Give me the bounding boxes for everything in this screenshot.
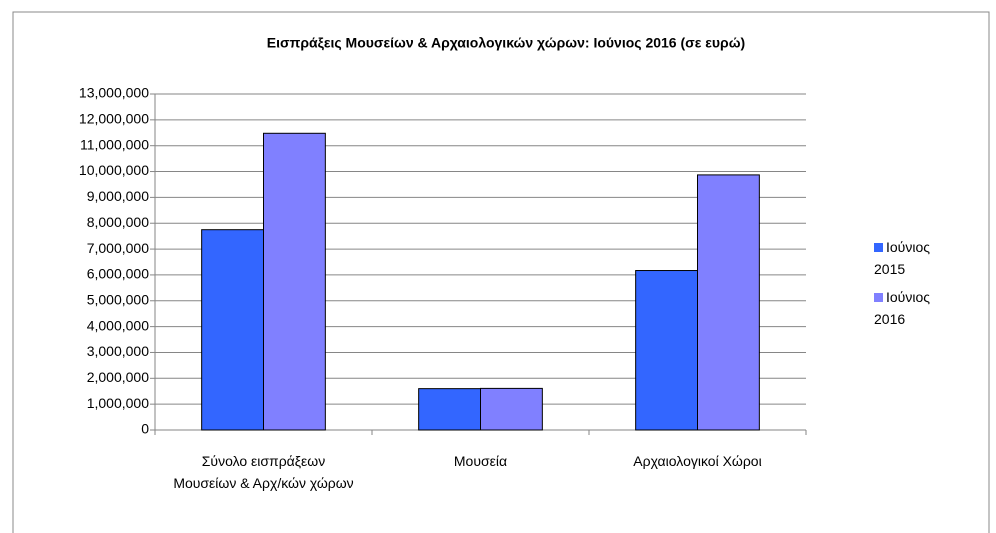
y-tick-label: 6,000,000 <box>87 266 149 282</box>
bar <box>201 229 264 431</box>
legend-swatch <box>874 293 883 302</box>
y-tick-label: 7,000,000 <box>87 240 149 256</box>
y-tick-label: 8,000,000 <box>87 214 149 230</box>
bar <box>418 388 481 431</box>
legend-label: Ιούνιος 2015 <box>874 239 930 277</box>
x-tick-label: Αρχαιολογικοί Χώροι <box>633 453 762 469</box>
x-tick-label: Μουσεία <box>453 453 508 469</box>
y-tick-label: 11,000,000 <box>80 136 149 152</box>
y-tick-label: 3,000,000 <box>87 343 149 359</box>
legend-item: Ιούνιος 2016 <box>874 286 954 330</box>
y-tick-label: 1,000,000 <box>87 395 149 411</box>
y-tick-label: 2,000,000 <box>87 369 149 385</box>
y-tick-label: 0 <box>141 421 149 437</box>
bar <box>263 132 326 431</box>
y-tick-label: 5,000,000 <box>87 291 149 307</box>
bar <box>697 174 760 431</box>
legend-item: Ιούνιος 2015 <box>874 236 954 280</box>
legend-label: Ιούνιος 2016 <box>874 289 930 327</box>
bar <box>635 270 699 431</box>
y-tick-label: 4,000,000 <box>87 317 149 333</box>
y-tick-label: 10,000,000 <box>79 162 149 178</box>
legend-swatch <box>874 243 883 252</box>
y-tick-label: 12,000,000 <box>79 111 149 127</box>
chart-border <box>12 11 990 533</box>
chart-title: Εισπράξεις Μουσείων & Αρχαιολογικών χώρω… <box>267 35 745 51</box>
x-tick-label: Σύνολο εισπράξεων Μουσείων & Αρχ/κών χώρ… <box>173 453 354 491</box>
y-tick-label: 9,000,000 <box>87 188 149 204</box>
y-tick-label: 13,000,000 <box>79 85 149 101</box>
bar <box>480 387 543 431</box>
